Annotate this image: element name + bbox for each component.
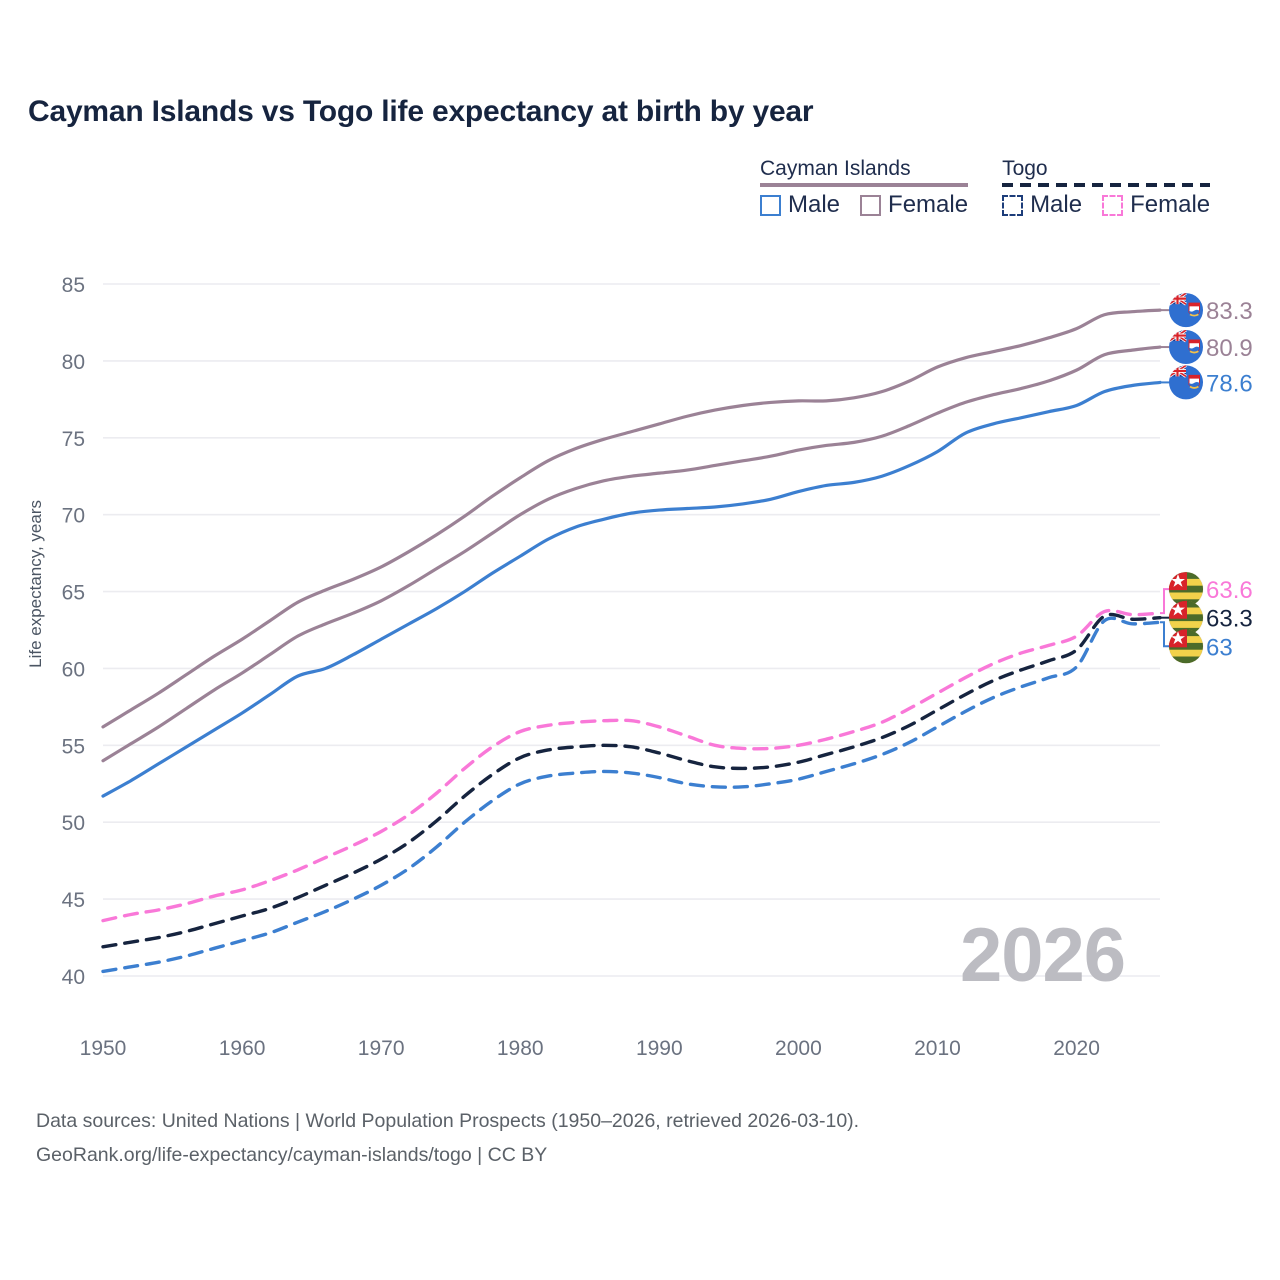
y-axis-label: Life expectancy, years: [26, 500, 45, 668]
legend-group-cayman-islands: Cayman Islands Male Female: [760, 157, 969, 217]
end-leader-line: [1160, 588, 1169, 615]
x-tick-label: 1980: [497, 1037, 544, 1060]
end-markers: 83.3 80.9 78.6 63.663.363: [1160, 293, 1253, 664]
x-tick-label: 2000: [775, 1037, 822, 1060]
legend-swatch-cayman-male: [760, 194, 781, 216]
togo-flag-icon: [1168, 628, 1204, 664]
flag-detail: [1169, 330, 1200, 354]
end-value-label: 83.3: [1206, 298, 1253, 325]
legend-item-cayman-female[interactable]: Female: [860, 193, 968, 217]
footer-line-2: GeoRank.org/life-expectancy/cayman-islan…: [36, 1144, 548, 1167]
legend-item-togo-male[interactable]: Male: [1002, 193, 1082, 217]
y-tick-label: 55: [62, 735, 85, 758]
footer-note: Data sources: United Nations | World Pop…: [36, 1104, 859, 1172]
y-tick-label: 80: [62, 351, 85, 374]
legend-group-title-cayman: Cayman Islands: [760, 157, 911, 180]
year-watermark: 2026: [960, 913, 1126, 998]
end-value-label: 63.6: [1206, 577, 1253, 604]
x-tick-label: 1950: [80, 1037, 127, 1060]
series-line: [101, 345, 1162, 763]
series-line: [101, 380, 1162, 798]
legend-label-togo-female: Female: [1130, 191, 1211, 219]
legend-swatch-togo-female: [1102, 194, 1124, 216]
legend-label-cayman-female: Female: [888, 191, 969, 219]
end-value-label: 63.3: [1206, 606, 1253, 633]
y-tick-label: 45: [62, 889, 85, 912]
series-lines: [101, 308, 1162, 974]
y-tick-label: 60: [62, 658, 85, 681]
legend-item-togo-female[interactable]: Female: [1102, 193, 1210, 217]
end-value-label: 63: [1206, 634, 1233, 661]
series-line: [101, 308, 1162, 729]
flag-detail: [1169, 293, 1200, 317]
cayman-islands-flag-icon: [1169, 365, 1203, 400]
series-line: [101, 608, 1162, 923]
y-tick-label: 70: [62, 505, 85, 528]
series-line: [101, 612, 1162, 949]
x-axis-ticks: 1950 1960 1970 1980 1990 2000 2010 2020: [80, 1037, 1100, 1060]
footer-line-1: Data sources: United Nations | World Pop…: [36, 1110, 860, 1132]
y-tick-label: 65: [62, 582, 85, 605]
x-tick-label: 1990: [636, 1037, 683, 1060]
end-value-label: 80.9: [1206, 335, 1253, 362]
legend-rule-cayman: [760, 183, 969, 188]
end-leader-line: [1160, 621, 1169, 648]
end-value-label: 78.6: [1206, 370, 1253, 397]
series-line: [101, 616, 1162, 974]
cayman-islands-flag-icon: [1169, 330, 1203, 365]
y-tick-label: 40: [62, 966, 85, 989]
x-tick-label: 2020: [1053, 1037, 1100, 1060]
chart-legend: Cayman Islands Male Female Togo Male: [760, 157, 1211, 217]
flag-detail: [1169, 365, 1200, 389]
flag-detail: [1169, 629, 1203, 664]
y-tick-label: 50: [62, 812, 85, 835]
legend-swatch-togo-male: [1002, 194, 1024, 216]
page-title: Cayman Islands vs Togo life expectancy a…: [28, 95, 814, 128]
legend-group-title-togo: Togo: [1002, 157, 1048, 180]
y-tick-label: 85: [62, 274, 85, 297]
gridlines: [103, 283, 1160, 977]
legend-label-cayman-male: Male: [788, 191, 841, 219]
y-axis-ticks: 40 45 50 55 60 65 70 75 80 85: [62, 274, 85, 989]
x-tick-label: 2010: [914, 1037, 961, 1060]
x-tick-label: 1970: [358, 1037, 405, 1060]
legend-rule-togo: [1002, 183, 1211, 188]
legend-item-cayman-male[interactable]: Male: [760, 193, 840, 217]
legend-label-togo-male: Male: [1030, 191, 1083, 219]
legend-swatch-cayman-female: [860, 194, 882, 216]
y-tick-label: 75: [62, 428, 85, 451]
legend-group-togo: Togo Male Female: [1002, 157, 1211, 217]
cayman-islands-flag-icon: [1169, 293, 1203, 328]
x-tick-label: 1960: [219, 1037, 266, 1060]
